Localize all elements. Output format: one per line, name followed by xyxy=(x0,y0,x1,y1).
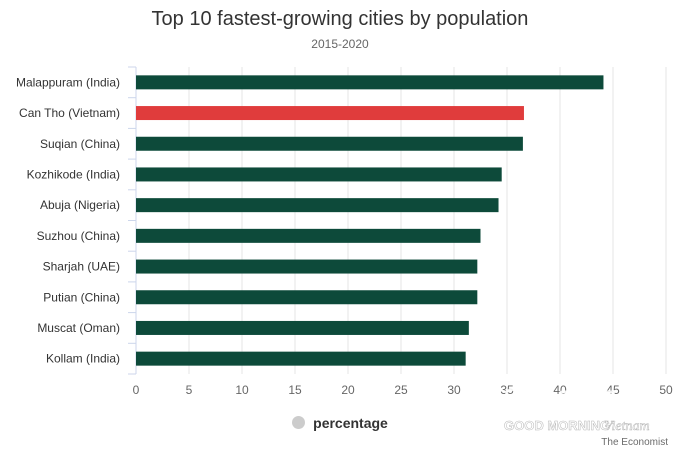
bar xyxy=(136,290,478,305)
bar xyxy=(136,259,478,274)
x-tick-label: 5 xyxy=(186,383,193,397)
category-label: Suqian (China) xyxy=(40,137,120,151)
x-tick-label: 20 xyxy=(341,383,355,397)
source-label: The Economist xyxy=(601,437,668,448)
category-label: Kollam (India) xyxy=(46,352,120,366)
x-tick-label: 10 xyxy=(235,383,249,397)
svg-text:Vietnam: Vietnam xyxy=(604,419,650,434)
category-label: Sharjah (UAE) xyxy=(43,260,120,274)
svg-text:GOOD MORNING: GOOD MORNING xyxy=(504,418,610,433)
x-tick-label: 30 xyxy=(447,383,461,397)
category-label: Abuja (Nigeria) xyxy=(40,198,120,212)
legend-marker xyxy=(292,416,306,429)
category-label: Malappuram (India) xyxy=(16,75,120,89)
bar xyxy=(136,106,524,121)
bar xyxy=(136,351,466,366)
good-morning-vietnam-logo: GOOD MORNING Vietnam xyxy=(504,387,650,434)
x-tick-label: 15 xyxy=(288,383,302,397)
bar xyxy=(136,75,604,90)
bar xyxy=(136,167,502,182)
category-label: Muscat (Oman) xyxy=(37,321,120,335)
x-tick-label: 0 xyxy=(133,383,140,397)
category-label: Can Tho (Vietnam) xyxy=(19,106,120,120)
chart-subtitle: 2015-2020 xyxy=(311,37,369,51)
legend[interactable]: percentage xyxy=(0,415,680,431)
legend-label: percentage xyxy=(313,415,388,431)
x-tick-label: 50 xyxy=(659,383,673,397)
bar xyxy=(136,228,481,243)
chart-title: Top 10 fastest-growing cities by populat… xyxy=(151,8,529,30)
category-label: Kozhikode (India) xyxy=(27,167,120,181)
bar xyxy=(136,198,499,213)
category-label: Suzhou (China) xyxy=(37,229,120,243)
bar xyxy=(136,136,523,151)
bar xyxy=(136,320,469,335)
x-tick-label: 25 xyxy=(394,383,408,397)
category-label: Putian (China) xyxy=(43,290,120,304)
